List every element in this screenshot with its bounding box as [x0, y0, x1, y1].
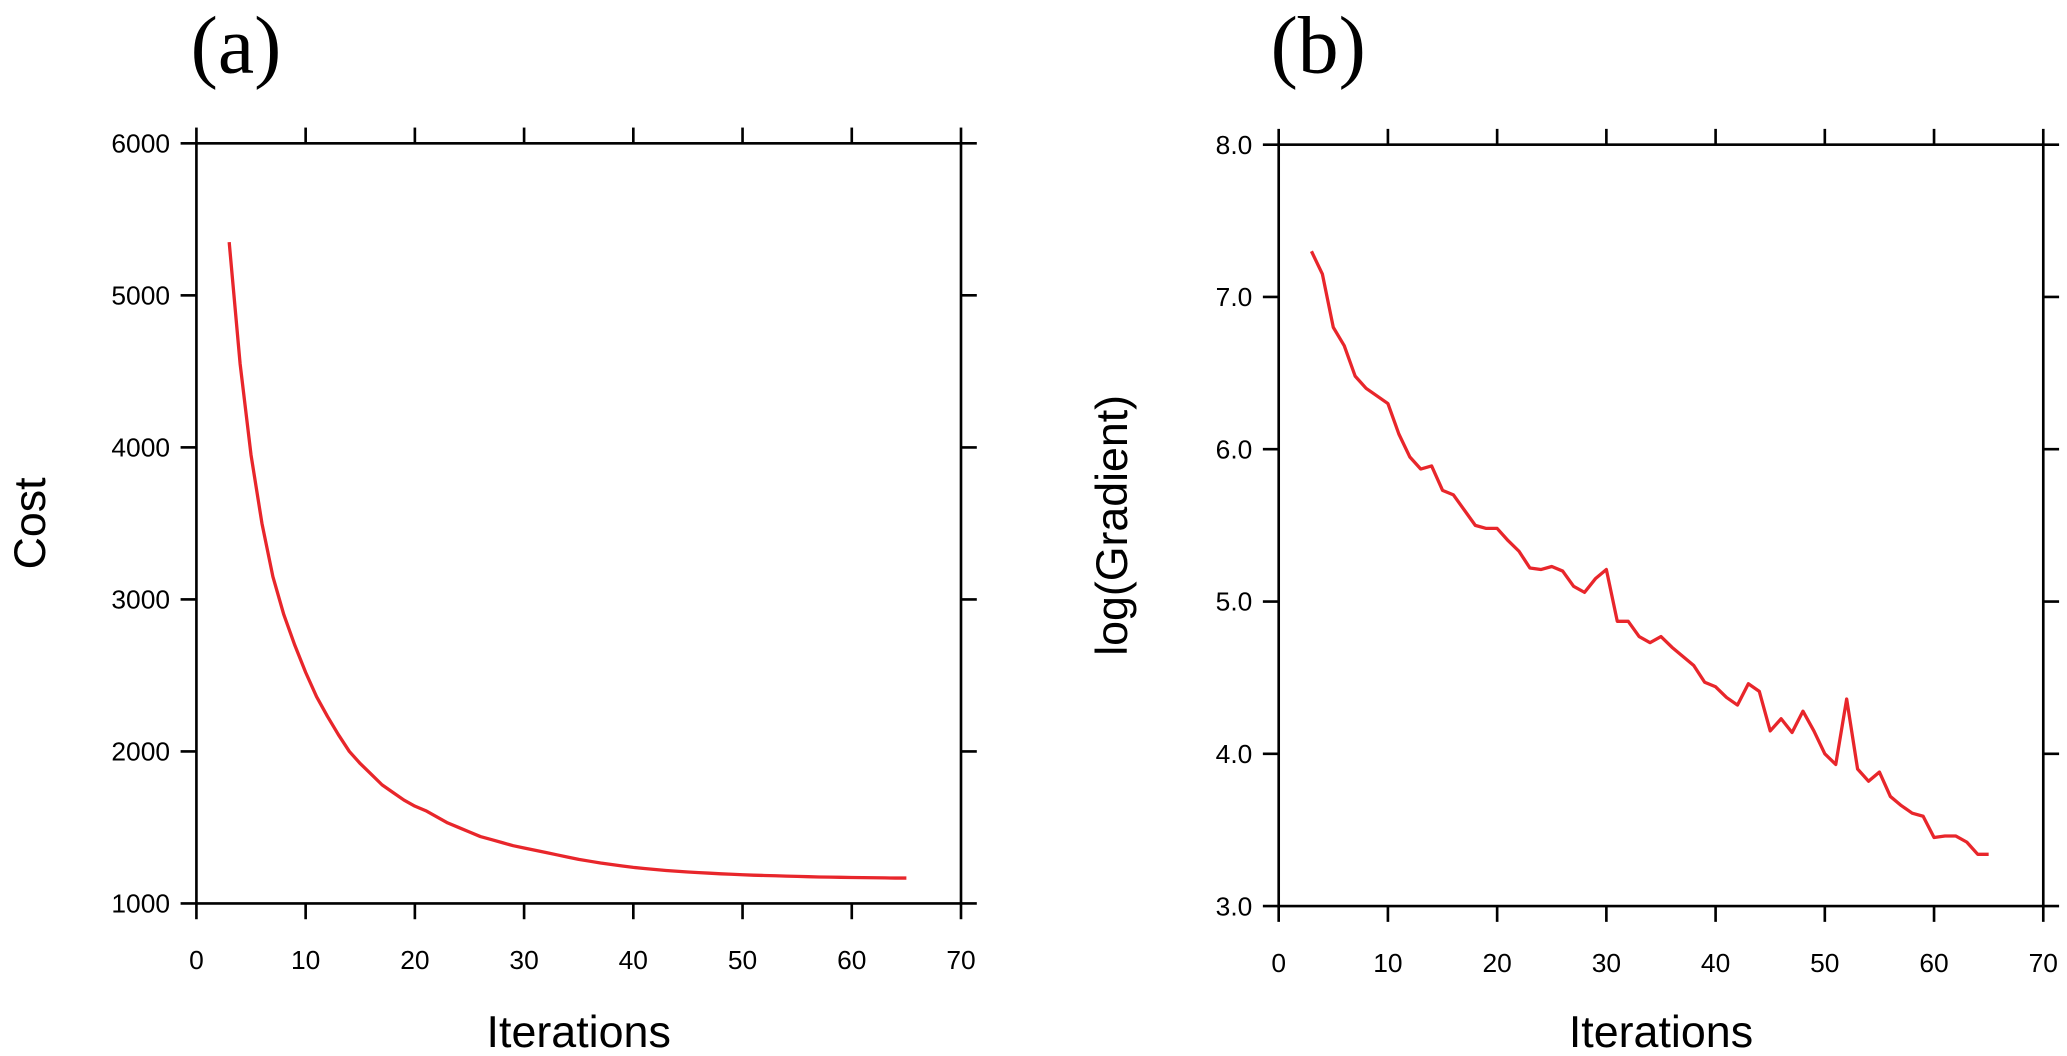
x-tick-label: 70	[946, 945, 975, 975]
y-tick-label: 8.0	[1216, 130, 1253, 160]
chart-title: (a)	[191, 0, 282, 90]
x-axis-label: Iterations	[487, 1007, 671, 1056]
y-tick-label: 5000	[111, 281, 170, 311]
x-tick-label: 20	[400, 945, 429, 975]
data-line	[227, 242, 907, 880]
x-tick-label: 60	[1919, 948, 1948, 978]
y-tick-label: 6.0	[1216, 434, 1253, 464]
y-tick-label: 4000	[111, 433, 170, 463]
data-line	[1309, 250, 1989, 856]
x-tick-label: 10	[291, 945, 320, 975]
y-tick-label: 4.0	[1216, 739, 1253, 769]
plot-frame	[1277, 143, 2045, 908]
y-axis-label: Cost	[5, 477, 55, 569]
x-tick-label: 20	[1482, 948, 1511, 978]
x-tick-label: 50	[728, 945, 757, 975]
y-tick-label: 6000	[111, 129, 170, 159]
x-tick-label: 40	[1701, 948, 1730, 978]
x-tick-label: 40	[619, 945, 648, 975]
x-tick-label: 0	[1271, 948, 1286, 978]
y-tick-label: 7.0	[1216, 282, 1253, 312]
plot-frame	[195, 142, 963, 905]
x-tick-label: 60	[837, 945, 866, 975]
y-tick-label: 2000	[111, 737, 170, 767]
x-tick-label: 30	[1592, 948, 1621, 978]
x-tick-label: 50	[1810, 948, 1839, 978]
x-tick-label: 10	[1373, 948, 1402, 978]
x-tick-label: 70	[2029, 948, 2058, 978]
x-axis-label: Iterations	[1569, 1007, 1753, 1056]
y-tick-label: 3000	[111, 585, 170, 615]
x-tick-label: 0	[189, 945, 204, 975]
y-tick-label: 5.0	[1216, 587, 1253, 617]
y-tick-label: 1000	[111, 889, 170, 919]
x-tick-label: 30	[509, 945, 538, 975]
y-axis-label: log(Gradient)	[1087, 395, 1137, 656]
chart-title: (b)	[1271, 0, 1366, 90]
y-tick-label: 3.0	[1216, 891, 1253, 921]
